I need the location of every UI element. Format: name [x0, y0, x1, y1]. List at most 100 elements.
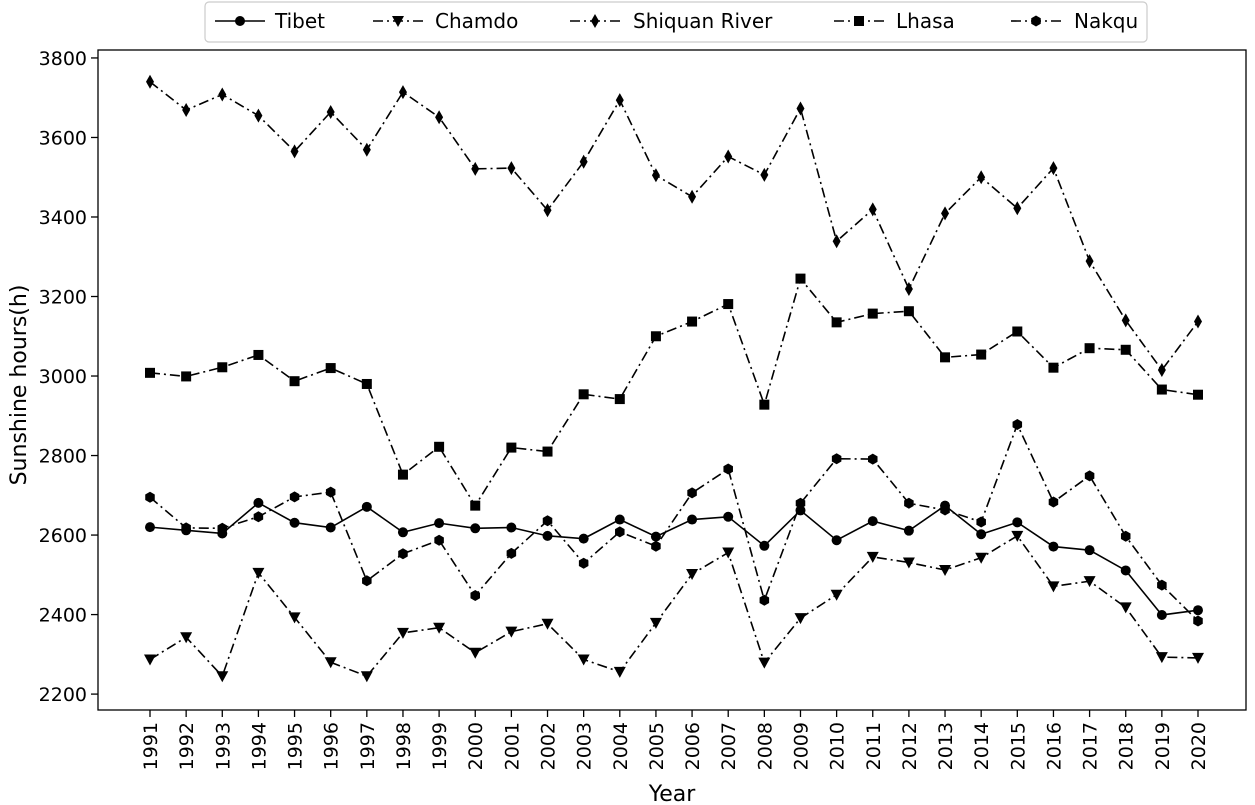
data-point-tibet	[687, 514, 698, 525]
data-point-lhasa	[145, 367, 155, 378]
data-point-chamdo	[758, 657, 771, 669]
data-point-tibet	[470, 523, 481, 534]
x-tick-label: 1992	[176, 722, 198, 770]
data-point-shiquan-river	[977, 170, 986, 185]
data-point-shiquan-river	[146, 74, 154, 89]
x-tick-label: 1993	[212, 722, 234, 770]
data-point-shiquan-river	[941, 206, 950, 221]
x-tick-label: 2020	[1188, 722, 1210, 770]
x-tick-label: 2012	[899, 722, 921, 770]
data-point-nakqu	[217, 522, 228, 534]
legend-item-nakqu: Nakqu	[1011, 9, 1138, 33]
data-point-tibet	[578, 533, 589, 544]
data-point-chamdo	[1119, 602, 1132, 614]
data-point-nakqu	[940, 504, 950, 516]
data-point-chamdo	[252, 567, 265, 579]
data-point-shiquan-river	[868, 202, 877, 217]
series-tibet	[145, 497, 1203, 620]
data-point-chamdo	[180, 632, 193, 644]
y-tick-label: 2600	[39, 525, 87, 547]
y-tick-label: 2400	[39, 605, 87, 627]
data-point-tibet	[145, 522, 155, 533]
legend-item-tibet: Tibet	[215, 9, 325, 33]
data-point-tibet	[289, 517, 300, 528]
data-point-chamdo	[216, 671, 229, 683]
data-point-lhasa	[506, 442, 517, 453]
data-point-shiquan-river	[904, 281, 913, 296]
data-point-tibet	[506, 522, 517, 533]
data-point-tibet	[903, 525, 914, 536]
legend-label-nakqu: Nakqu	[1074, 9, 1138, 33]
data-point-tibet	[1193, 605, 1203, 616]
x-tick-label: 1991	[140, 722, 162, 770]
data-point-lhasa	[1012, 326, 1023, 337]
data-point-lhasa	[687, 316, 698, 327]
data-point-nakqu	[470, 589, 480, 601]
data-point-shiquan-river	[688, 189, 697, 204]
data-point-nakqu	[542, 515, 553, 527]
data-point-shiquan-river	[398, 85, 407, 100]
data-point-nakqu	[506, 547, 517, 559]
x-tick-label: 1994	[248, 722, 270, 770]
y-tick-label: 2800	[39, 446, 87, 468]
data-point-chamdo	[144, 654, 156, 666]
legend-label-chamdo: Chamdo	[435, 9, 518, 33]
series-layer	[144, 74, 1204, 683]
data-point-shiquan-river	[182, 103, 191, 118]
data-point-lhasa	[470, 500, 481, 511]
legend-marker-nakqu	[1031, 15, 1041, 27]
data-point-nakqu	[362, 575, 372, 587]
legend-marker-tibet	[235, 16, 245, 26]
data-point-chamdo	[649, 617, 662, 629]
data-point-nakqu	[868, 453, 878, 465]
data-point-tibet	[614, 514, 625, 525]
x-tick-label: 2005	[646, 722, 668, 770]
x-tick-label: 2000	[465, 722, 487, 770]
x-tick-label: 2009	[790, 722, 812, 770]
x-tick-label: 2019	[1152, 722, 1174, 770]
data-point-shiquan-river	[724, 149, 733, 164]
data-point-tibet	[542, 530, 553, 541]
x-axis: 1991 1992 1993 1994 1995 1996 1997 1998 1999 2000…	[140, 710, 1210, 770]
y-tick-label: 3800	[39, 48, 87, 70]
data-point-shiquan-river	[1085, 254, 1094, 269]
data-point-nakqu	[976, 516, 986, 528]
data-point-lhasa	[397, 469, 408, 480]
data-point-tibet	[650, 531, 661, 542]
y-tick-label: 3600	[39, 127, 87, 149]
data-point-nakqu	[578, 557, 589, 569]
data-point-shiquan-river	[1157, 363, 1166, 378]
data-point-shiquan-river	[1049, 161, 1058, 176]
data-point-shiquan-river	[579, 154, 588, 169]
data-point-chamdo	[505, 626, 518, 638]
data-point-tibet	[831, 535, 842, 546]
data-point-chamdo	[288, 612, 301, 624]
data-point-shiquan-river	[651, 168, 660, 183]
y-tick-label: 3000	[39, 366, 87, 388]
legend-item-shiquan-river: Shiquan River	[570, 9, 773, 33]
data-point-chamdo	[433, 622, 446, 634]
data-point-chamdo	[1155, 652, 1168, 664]
data-point-nakqu	[795, 497, 806, 509]
data-point-shiquan-river	[507, 161, 516, 176]
data-point-tibet	[434, 518, 445, 529]
y-axis-title: Sunshine hours(h)	[7, 285, 32, 486]
series-nakqu	[145, 419, 1203, 627]
x-tick-label: 1999	[429, 722, 451, 770]
data-point-nakqu	[1120, 530, 1131, 542]
legend-marker-lhasa	[854, 16, 864, 26]
data-point-tibet	[253, 497, 264, 508]
x-axis-title: Year	[648, 782, 697, 805]
data-point-lhasa	[1156, 384, 1167, 395]
data-point-lhasa	[217, 362, 228, 373]
data-point-shiquan-river	[1013, 201, 1022, 216]
data-point-shiquan-river	[218, 87, 227, 102]
data-point-lhasa	[253, 349, 264, 360]
y-tick-label: 2200	[39, 684, 87, 706]
data-point-nakqu	[1048, 496, 1059, 508]
data-point-chamdo	[396, 627, 409, 639]
x-tick-label: 1996	[321, 722, 343, 770]
y-tick-label: 3400	[39, 207, 87, 229]
x-tick-label: 2004	[610, 722, 632, 770]
